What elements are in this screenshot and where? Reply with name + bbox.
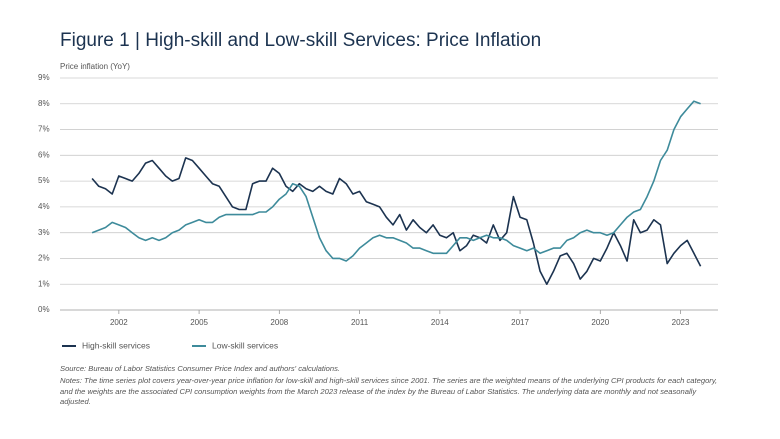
source: Source: Bureau of Labor Statistics Consu…: [60, 364, 341, 373]
series-line: [91, 100, 701, 262]
chart-title: Figure 1 | High-skill and Low-skill Serv…: [60, 30, 541, 51]
x-tick-label: 2020: [591, 318, 609, 327]
x-tick-label: 2008: [270, 318, 288, 327]
y-tick-label: 6%: [38, 150, 50, 159]
x-tick-label: 2005: [190, 318, 208, 327]
y-tick-label: 1%: [38, 279, 50, 288]
series-line: [91, 157, 702, 285]
legend-label: Low-skill services: [212, 340, 278, 350]
x-tick-label: 2017: [511, 318, 529, 327]
y-tick-label: 4%: [38, 202, 50, 211]
y-tick-label: 2%: [38, 254, 50, 263]
y-tick-label: 8%: [38, 99, 50, 108]
x-tick-label: 2014: [431, 318, 449, 327]
y-axis-label: Price inflation (YoY): [60, 62, 130, 71]
y-tick-label: 7%: [38, 125, 50, 134]
y-tick-label: 0%: [38, 305, 50, 314]
y-tick-label: 5%: [38, 176, 50, 185]
legend-label: High-skill services: [82, 340, 150, 350]
x-tick-label: 2011: [351, 318, 369, 327]
notes: Notes: The time series plot covers year-…: [60, 376, 718, 406]
y-tick-label: 3%: [38, 228, 50, 237]
x-tick-label: 2002: [110, 318, 128, 327]
x-tick-label: 2023: [672, 318, 690, 327]
y-tick-label: 9%: [38, 73, 50, 82]
chart: Figure 1 | High-skill and Low-skill Serv…: [38, 30, 718, 350]
